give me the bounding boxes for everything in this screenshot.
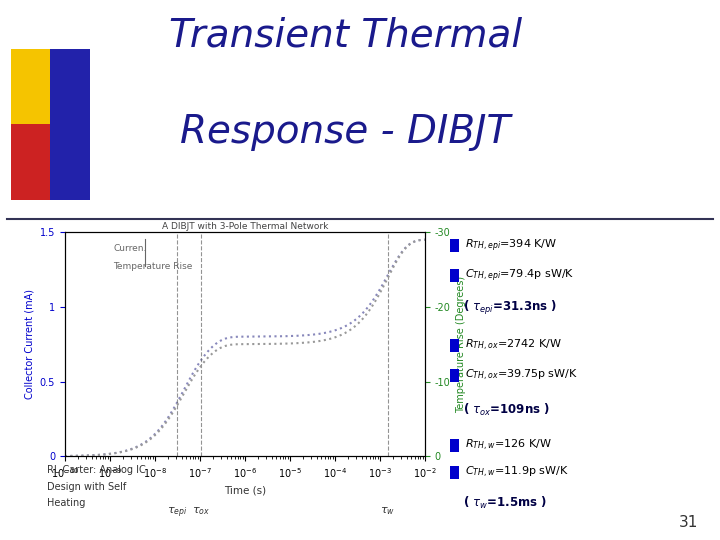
- Text: Curren.: Curren.: [113, 244, 147, 253]
- Y-axis label: Collector Current (mA): Collector Current (mA): [24, 289, 34, 399]
- Text: ( $\tau_{ox}$=109ns ): ( $\tau_{ox}$=109ns ): [463, 402, 550, 418]
- Text: Design with Self: Design with Self: [47, 482, 126, 492]
- Text: $R_{TH,epi}$=394 K/W: $R_{TH,epi}$=394 K/W: [465, 238, 557, 254]
- X-axis label: Time (s): Time (s): [224, 485, 266, 495]
- Text: ( $\tau_{epi}$=31.3ns ): ( $\tau_{epi}$=31.3ns ): [463, 299, 557, 317]
- Text: Response - DIBJT: Response - DIBJT: [181, 113, 510, 151]
- Y-axis label: Temperature Rise (Degrees): Temperature Rise (Degrees): [456, 276, 466, 413]
- Text: RL Carter: Analog IC: RL Carter: Analog IC: [47, 465, 145, 476]
- Text: Temperature Rise: Temperature Rise: [113, 262, 193, 271]
- Text: 31: 31: [679, 515, 698, 530]
- Text: $\tau_{ox}$: $\tau_{ox}$: [192, 505, 210, 517]
- Text: Heating: Heating: [47, 498, 85, 508]
- Text: $\tau_w$: $\tau_w$: [380, 505, 395, 517]
- Text: $\tau_{epi}$: $\tau_{epi}$: [167, 505, 187, 520]
- Title: A DIBJT with 3-Pole Thermal Network: A DIBJT with 3-Pole Thermal Network: [161, 222, 328, 232]
- Text: $C_{TH,ox}$=39.75p sW/K: $C_{TH,ox}$=39.75p sW/K: [465, 368, 578, 383]
- Text: $R_{TH,w}$=126 K/W: $R_{TH,w}$=126 K/W: [465, 438, 552, 453]
- Text: $C_{TH,w}$=11.9p sW/K: $C_{TH,w}$=11.9p sW/K: [465, 465, 569, 480]
- Text: ( $\tau_w$=1.5ms ): ( $\tau_w$=1.5ms ): [463, 495, 547, 511]
- Text: $C_{TH,epi}$=79.4p sW/K: $C_{TH,epi}$=79.4p sW/K: [465, 267, 575, 284]
- Text: $R_{TH,ox}$=2742 K/W: $R_{TH,ox}$=2742 K/W: [465, 338, 562, 353]
- Text: Transient Thermal: Transient Thermal: [169, 16, 522, 54]
